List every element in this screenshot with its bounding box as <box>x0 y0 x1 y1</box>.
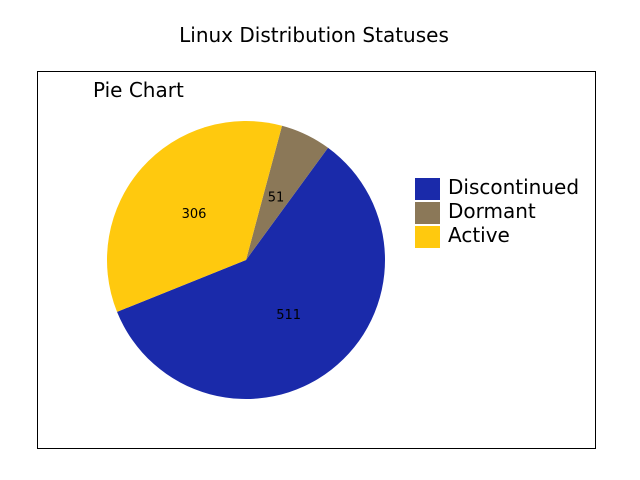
legend-swatch-discontinued <box>415 178 440 200</box>
legend-label-active: Active <box>448 223 510 247</box>
pie-slice-labels: 511 51 306 <box>182 190 301 323</box>
pie-slices <box>107 121 385 399</box>
legend-label-discontinued: Discontinued <box>448 175 579 199</box>
legend-label-dormant: Dormant <box>448 199 536 223</box>
legend-swatch-active <box>415 226 440 248</box>
pie-slice-active <box>107 121 283 312</box>
plot-frame <box>37 71 596 449</box>
slice-value-label-dormant: 51 <box>268 190 285 205</box>
chart-title: Linux Distribution Statuses <box>179 23 449 47</box>
pie-slice-dormant <box>246 125 329 260</box>
slice-value-label-discontinued: 511 <box>276 308 301 323</box>
chart-subtitle: Pie Chart <box>93 78 184 102</box>
pie-slice-discontinued <box>117 147 385 399</box>
legend-swatch-dormant <box>415 202 440 224</box>
slice-value-label-active: 306 <box>182 207 207 222</box>
